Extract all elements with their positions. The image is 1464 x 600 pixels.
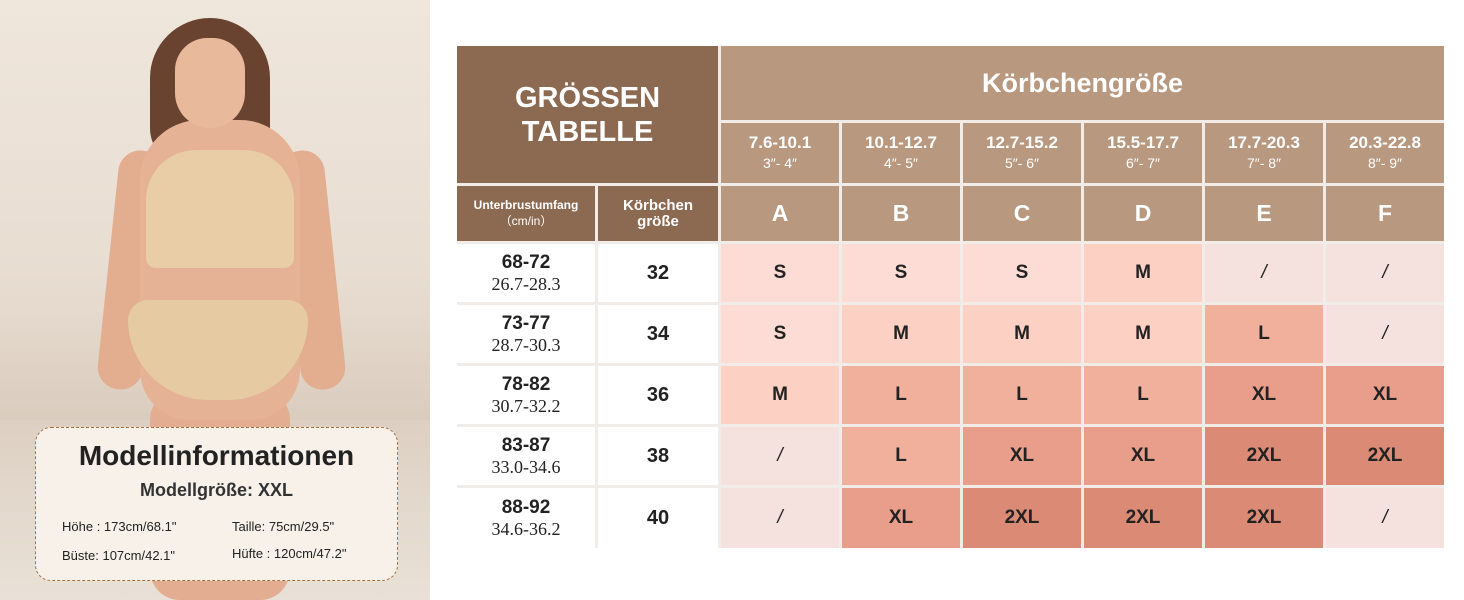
underbust-cell: 88-92 34.6-36.2 <box>457 488 595 548</box>
table-title-line: GRÖSSEN <box>514 81 661 114</box>
size-cell: S <box>721 244 839 302</box>
cup-range-header: 15.5-17.7 6″- 7″ <box>1084 123 1202 183</box>
size-cell: XL <box>1084 427 1202 485</box>
band-size-cell: 36 <box>598 366 718 424</box>
size-cell: M <box>963 305 1081 363</box>
size-cell: L <box>842 427 960 485</box>
size-cell: 2XL <box>1326 427 1444 485</box>
size-cell: M <box>842 305 960 363</box>
cup-letter: E <box>1205 186 1323 241</box>
size-cell: XL <box>842 488 960 548</box>
cup-letter: A <box>721 186 839 241</box>
model-waist: Taille: 75cm/29.5" <box>232 519 335 534</box>
cup-range-header: 10.1-12.7 4″- 5″ <box>842 123 960 183</box>
cup-range-cm: 17.7-20.3 <box>1228 133 1300 152</box>
underbust-in: 33.0-34.6 <box>491 456 561 477</box>
model-info-card: Modellinformationen Modellgröße: XXL Höh… <box>35 427 398 581</box>
cup-range-in: 8″- 9″ <box>1367 155 1403 171</box>
cup-letter: C <box>963 186 1081 241</box>
band-size-cell: 40 <box>598 488 718 548</box>
cup-range-in: 7″- 8″ <box>1246 155 1282 171</box>
cup-range-in: 5″- 6″ <box>1004 155 1040 171</box>
size-cell: L <box>1084 366 1202 424</box>
size-cell: S <box>842 244 960 302</box>
cup-range-header: 17.7-20.3 7″- 8″ <box>1205 123 1323 183</box>
model-hip: Hüfte : 120cm/47.2" <box>232 546 347 561</box>
header-line: Unterbrustumfang <box>473 198 579 212</box>
table-title: GRÖSSEN TABELLE <box>457 46 718 183</box>
size-cell: / <box>1326 244 1444 302</box>
underbust-in: 26.7-28.3 <box>491 273 561 294</box>
cup-size-header: Körbchengröße <box>721 46 1444 120</box>
model-size: Modellgröße: XXL <box>140 480 293 500</box>
band-size-header: Körbchen größe <box>598 186 718 241</box>
size-cell: S <box>721 305 839 363</box>
band-size-cell: 34 <box>598 305 718 363</box>
cup-range-cm: 15.5-17.7 <box>1107 133 1179 152</box>
cup-range-in: 6″- 7″ <box>1125 155 1161 171</box>
model-face <box>175 38 245 128</box>
underbust-cm: 88-92 <box>501 496 551 518</box>
cup-range-cm: 20.3-22.8 <box>1349 133 1421 152</box>
size-cell: M <box>721 366 839 424</box>
size-cell: XL <box>963 427 1081 485</box>
model-height: Höhe : 173cm/68.1" <box>62 519 177 534</box>
size-cell: / <box>1205 244 1323 302</box>
underbust-cm: 73-77 <box>501 312 551 334</box>
cup-letter: D <box>1084 186 1202 241</box>
band-size-cell: 32 <box>598 244 718 302</box>
size-cell: / <box>1326 305 1444 363</box>
size-cell: / <box>721 427 839 485</box>
underbust-cm: 83-87 <box>501 434 551 456</box>
band-size-cell: 38 <box>598 427 718 485</box>
cup-letter: B <box>842 186 960 241</box>
size-cell: 2XL <box>1205 427 1323 485</box>
size-cell: M <box>1084 244 1202 302</box>
model-info-title: Modellinformationen <box>78 440 355 471</box>
cup-range-header: 12.7-15.2 5″- 6″ <box>963 123 1081 183</box>
size-cell: 2XL <box>1205 488 1323 548</box>
underbust-cm: 68-72 <box>501 251 551 273</box>
size-cell: / <box>721 488 839 548</box>
underbust-in: 28.7-30.3 <box>491 334 561 355</box>
cup-range-in: 3″- 4″ <box>762 155 798 171</box>
table-title-line: TABELLE <box>521 115 654 148</box>
size-cell: XL <box>1326 366 1444 424</box>
size-cell: 2XL <box>963 488 1081 548</box>
size-table: GRÖSSEN TABELLE Körbchengröße 7.6-10.1 3″… <box>457 46 1444 548</box>
cup-range-header: 7.6-10.1 3″- 4″ <box>721 123 839 183</box>
header-line: größe <box>637 212 679 230</box>
underbust-cm: 78-82 <box>501 373 551 395</box>
size-cell: L <box>842 366 960 424</box>
cup-range-cm: 12.7-15.2 <box>986 133 1058 152</box>
underbust-cell: 78-82 30.7-32.2 <box>457 366 595 424</box>
model-bra <box>146 150 294 268</box>
size-cell: XL <box>1205 366 1323 424</box>
size-cell: M <box>1084 305 1202 363</box>
header-line: （cm/in） <box>499 214 553 228</box>
size-cell: L <box>963 366 1081 424</box>
cup-range-header: 20.3-22.8 8″- 9″ <box>1326 123 1444 183</box>
size-cell: L <box>1205 305 1323 363</box>
model-bust: Büste: 107cm/42.1" <box>62 548 176 563</box>
underbust-cell: 83-87 33.0-34.6 <box>457 427 595 485</box>
header-line: Körbchen <box>622 196 693 214</box>
cup-range-cm: 7.6-10.1 <box>748 133 812 152</box>
model-photo: Modellinformationen Modellgröße: XXL Höh… <box>0 0 430 600</box>
underbust-in: 34.6-36.2 <box>491 518 561 539</box>
underbust-cell: 73-77 28.7-30.3 <box>457 305 595 363</box>
cup-range-cm: 10.1-12.7 <box>865 133 937 152</box>
cup-letter: F <box>1326 186 1444 241</box>
size-cell: S <box>963 244 1081 302</box>
cup-range-in: 4″- 5″ <box>883 155 919 171</box>
underbust-header: Unterbrustumfang （cm/in） <box>457 186 595 241</box>
underbust-in: 30.7-32.2 <box>491 395 561 416</box>
size-cell: / <box>1326 488 1444 548</box>
underbust-cell: 68-72 26.7-28.3 <box>457 244 595 302</box>
size-cell: 2XL <box>1084 488 1202 548</box>
